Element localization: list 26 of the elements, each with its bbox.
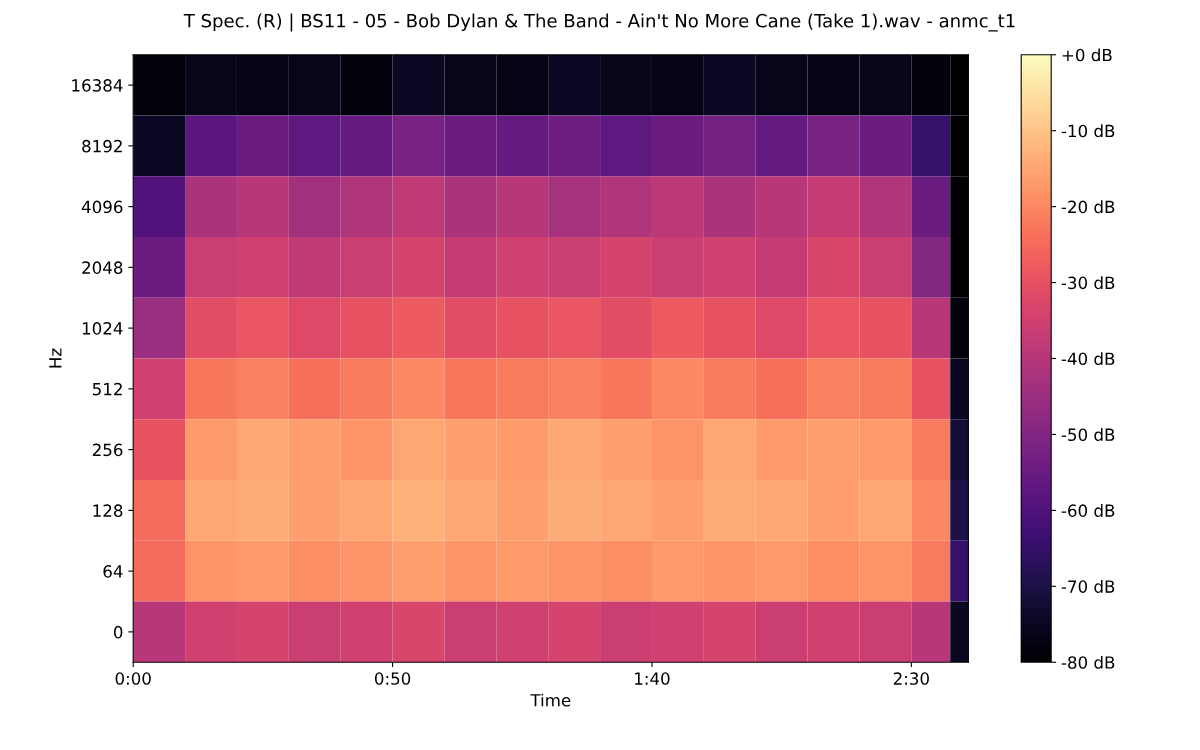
y-tick-label: 256 (92, 443, 123, 457)
y-tick-label: 1024 (82, 322, 123, 335)
y-tick-label: 128 (93, 504, 123, 517)
color-bar-label: -60 dB (1061, 504, 1115, 517)
x-tick-label: 2:30 (893, 672, 929, 685)
y-tick-label: 8192 (82, 139, 122, 153)
x-tick-label: 1:40 (635, 672, 670, 685)
color-bar-label: -50 dB (1061, 428, 1115, 442)
y-tick-label: 16384 (72, 79, 123, 92)
x-tick-label: 0:00 (115, 672, 151, 685)
x-axis-title: Time (530, 693, 571, 707)
y-tick-label: 512 (92, 382, 122, 396)
color-bar-label: -80 dB (1061, 655, 1115, 669)
y-tick-label: 4096 (81, 200, 123, 214)
y-tick-label: 64 (103, 565, 123, 578)
y-tick-label: 0 (113, 625, 123, 639)
y-axis-title: Hz (49, 348, 62, 368)
color-bar-label: +0 dB (1062, 48, 1112, 62)
color-bar-label: -40 dB (1061, 352, 1115, 366)
color-bar-label: -30 dB (1061, 276, 1115, 290)
color-bar-label: -10 dB (1061, 124, 1115, 138)
y-tick-label: 2048 (82, 261, 123, 274)
color-bar-label: -70 dB (1061, 579, 1115, 593)
color-bar-label: -20 dB (1061, 200, 1115, 214)
chart-title: T Spec. (R) | BS11 - 05 - Bob Dylan & The Band - Ain't No More Cane (Take 1).wav - anmc_t1 (183, 13, 1015, 32)
x-tick-label: 0:50 (374, 672, 411, 685)
